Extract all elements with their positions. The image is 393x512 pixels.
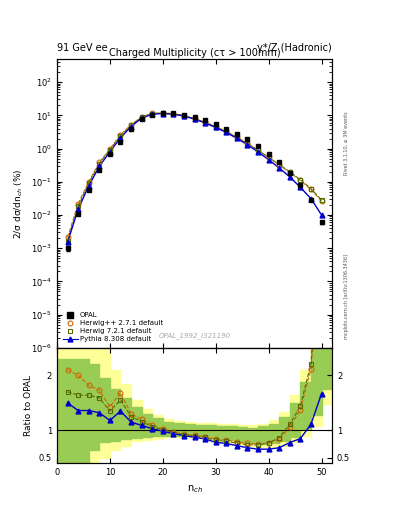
Y-axis label: Ratio to OPAL: Ratio to OPAL bbox=[24, 375, 33, 436]
Text: 91 GeV ee: 91 GeV ee bbox=[57, 44, 108, 53]
Text: γ*/Z (Hadronic): γ*/Z (Hadronic) bbox=[257, 44, 332, 53]
Text: mcplots.cern.ch [arXiv:1306.3436]: mcplots.cern.ch [arXiv:1306.3436] bbox=[344, 254, 349, 339]
Text: OPAL_1992_I321190: OPAL_1992_I321190 bbox=[158, 332, 231, 339]
X-axis label: n$_{ch}$: n$_{ch}$ bbox=[187, 483, 202, 495]
Legend: OPAL, Herwig++ 2.7.1 default, Herwig 7.2.1 default, Pythia 8.308 default: OPAL, Herwig++ 2.7.1 default, Herwig 7.2… bbox=[61, 310, 165, 345]
Y-axis label: 2/σ dσ/dn$_{ch}$ (%): 2/σ dσ/dn$_{ch}$ (%) bbox=[13, 168, 26, 239]
Text: Rivet 3.1.10, ≥ 3M events: Rivet 3.1.10, ≥ 3M events bbox=[344, 112, 349, 175]
Title: Charged Multiplicity (cτ > 100mm): Charged Multiplicity (cτ > 100mm) bbox=[109, 48, 280, 58]
